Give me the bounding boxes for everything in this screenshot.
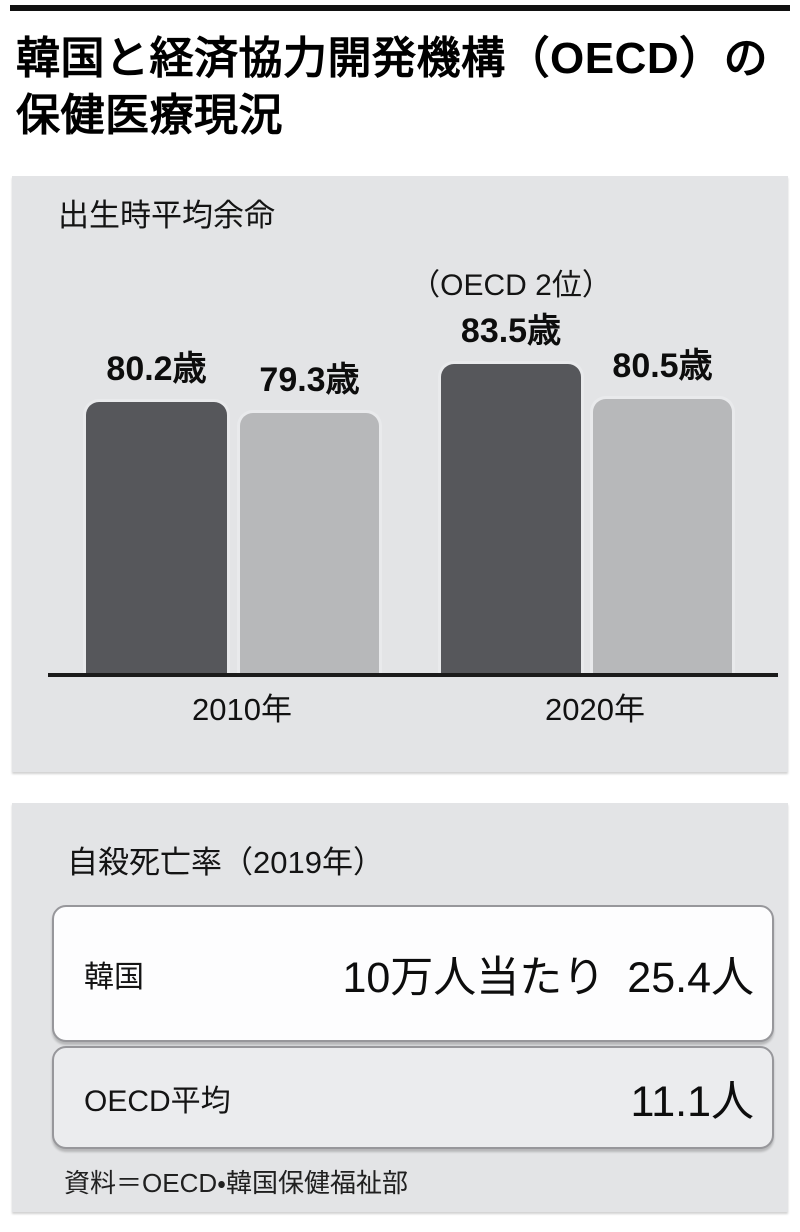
- life-expectancy-panel: 出生時平均余命 80.2歳 79.3歳 （OECD 2位） 83.5歳 80.5…: [12, 176, 788, 772]
- stat-value-number-oecd: 11.1人: [630, 1077, 755, 1126]
- x-axis-label-2020: 2020年: [545, 692, 645, 727]
- stat-label-korea: 韓国: [84, 960, 144, 994]
- stat-card-oecd: OECD平均 11.1人: [52, 1046, 774, 1149]
- top-rule-divider: [10, 5, 790, 11]
- bar-oecd-2010: 79.3歳: [237, 361, 382, 673]
- suicide-rate-panel: 自殺死亡率（2019年） 韓国 10万人当たり 25.4人 OECD平均 11.…: [12, 803, 788, 1212]
- stat-label-oecd: OECD平均: [84, 1084, 231, 1118]
- bar-chart-area: 80.2歳 79.3歳 （OECD 2位） 83.5歳 80.5歳: [48, 176, 778, 677]
- bar-korea-2010: 80.2歳: [83, 350, 230, 673]
- source-note: 資料＝OECD・韓国保健福祉部: [64, 1168, 408, 1198]
- bar-value-label-korea-2010: 80.2歳: [106, 350, 207, 388]
- page-title-line-1: 韓国と経済協力開発機構（OECD）の: [16, 34, 769, 83]
- stat-value-oecd: 11.1人: [631, 1067, 755, 1129]
- page-title-line-2: 保健医療現況: [16, 91, 283, 140]
- bar-value-label-oecd-2010: 79.3歳: [259, 361, 360, 399]
- x-axis-line: [48, 673, 778, 677]
- stat-value-number-korea: 25.4人: [627, 953, 754, 1002]
- bar-korea-2020: （OECD 2位） 83.5歳: [410, 269, 612, 673]
- bar-value-label-oecd-2020: 80.5歳: [612, 347, 713, 385]
- bar-value-label-korea-2020: 83.5歳: [460, 312, 562, 350]
- page-title: 韓国と経済協力開発機構（OECD）の 保健医療現況: [16, 30, 792, 144]
- life-expectancy-chart-title: 出生時平均余命: [58, 198, 275, 233]
- x-axis-label-2010: 2010年: [192, 692, 292, 727]
- stat-value-korea: 10万人当たり 25.4人: [342, 943, 754, 1005]
- stat-value-prefix-korea: 10万人当たり: [342, 953, 606, 1002]
- bar-oecd-2020: 80.5歳: [590, 347, 735, 673]
- stat-card-korea: 韓国 10万人当たり 25.4人: [52, 905, 774, 1042]
- suicide-rate-title: 自殺死亡率（2019年）: [67, 845, 384, 880]
- oecd-rank-annotation: （OECD 2位）: [410, 269, 612, 302]
